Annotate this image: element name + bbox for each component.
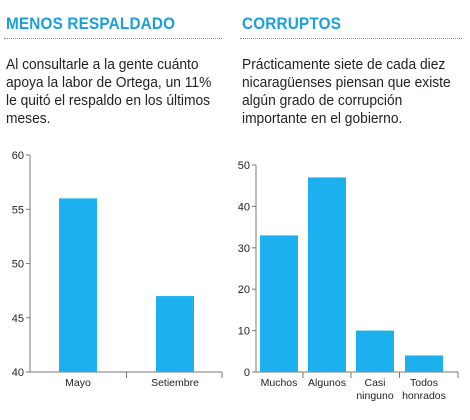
y-tick-label: 50 xyxy=(238,160,250,172)
x-tick-label: Todos honrados xyxy=(402,377,446,402)
y-tick-label: 60 xyxy=(12,150,24,162)
x-tick-label: Muchos xyxy=(261,377,298,389)
x-tick-label: Casi ninguno xyxy=(356,377,394,402)
bar xyxy=(260,235,298,372)
bar xyxy=(156,296,194,372)
panel-description: Prácticamente siete de cada diez nicarag… xyxy=(242,56,451,127)
y-tick-label: 20 xyxy=(238,284,250,296)
x-tick-label: Algunos xyxy=(308,377,346,389)
bar xyxy=(59,198,97,372)
y-tick-label: 45 xyxy=(12,313,24,325)
x-tick-label: Setiembre xyxy=(151,377,199,389)
y-tick-label: 50 xyxy=(12,259,24,271)
x-tick-label: Mayo xyxy=(65,377,91,389)
panel-title: MENOS RESPALDADO xyxy=(6,14,176,33)
y-tick-label: 55 xyxy=(12,204,24,216)
approval-bar-chart: 40 45 50 55 60 Mayo Setiembre xyxy=(12,150,223,389)
bar xyxy=(308,177,346,372)
panel-title: CORRUPTOS xyxy=(242,14,342,33)
bar xyxy=(405,355,443,372)
y-tick-label: 40 xyxy=(238,201,250,213)
y-tick-label: 40 xyxy=(12,367,24,379)
y-tick-label: 30 xyxy=(238,243,250,255)
divider xyxy=(240,38,462,39)
bar xyxy=(356,330,394,372)
panel-description: Al consultarle a la gente cuánto apoya l… xyxy=(6,56,212,127)
divider xyxy=(4,38,222,39)
y-tick-label: 10 xyxy=(238,326,250,338)
y-tick-label: 0 xyxy=(244,367,250,379)
